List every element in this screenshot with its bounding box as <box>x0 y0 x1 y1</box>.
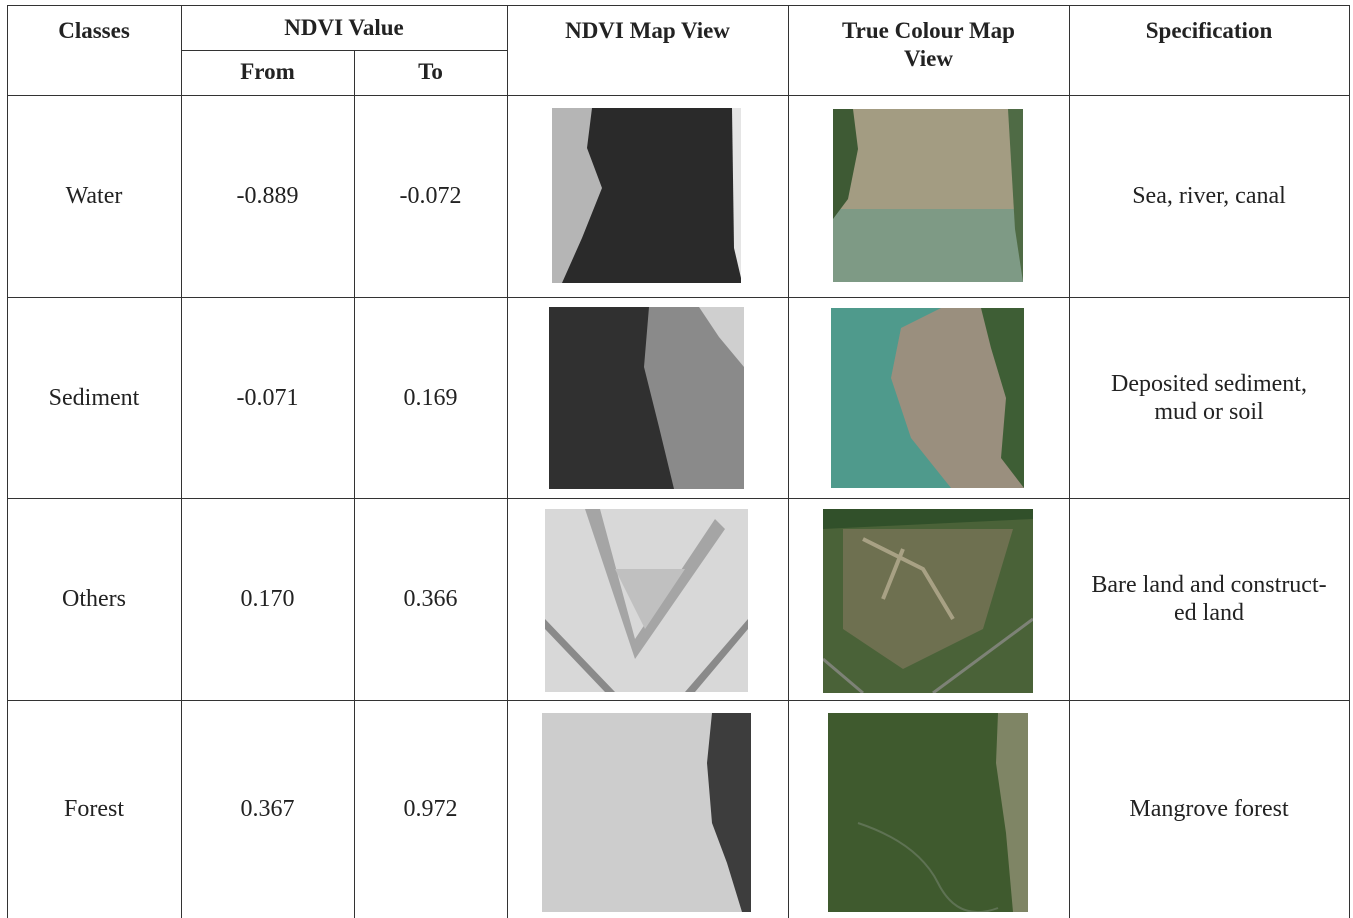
to-cell: 0.366 <box>354 498 507 700</box>
specification-cell: Mangrove forest <box>1069 700 1349 918</box>
ndvi-image <box>549 307 744 489</box>
to-cell: 0.972 <box>354 700 507 918</box>
header-cell: Classes <box>7 5 181 95</box>
from-cell: -0.889 <box>181 95 354 297</box>
specification-line: Bare land and construct- <box>1091 571 1326 599</box>
specification-line: Sea, river, canal <box>1132 182 1286 210</box>
class-cell: Others <box>7 498 181 700</box>
true-colour-image <box>823 509 1033 693</box>
specification-cell: Bare land and construct-ed land <box>1069 498 1349 700</box>
ndvi-image <box>542 713 751 912</box>
from-cell: 0.367 <box>181 700 354 918</box>
table-page: Classes NDVI Value From To NDVI Map View… <box>0 0 1353 918</box>
specification-line: Deposited sediment, <box>1111 370 1307 398</box>
header-cell: NDVI Map View <box>507 5 788 95</box>
true-colour-image <box>833 109 1023 282</box>
class-cell: Forest <box>7 700 181 918</box>
header-cell: To <box>354 50 507 95</box>
rule <box>507 5 508 918</box>
to-cell: 0.169 <box>354 297 507 498</box>
to-cell: -0.072 <box>354 95 507 297</box>
class-cell: Sediment <box>7 297 181 498</box>
header-cell: Specification <box>1069 5 1349 95</box>
true-colour-image <box>828 713 1028 912</box>
from-cell: 0.170 <box>181 498 354 700</box>
specification-line: Mangrove forest <box>1129 795 1288 823</box>
specification-line: ed land <box>1174 599 1244 627</box>
header-cell: NDVI Value <box>181 5 507 50</box>
rule <box>788 5 789 918</box>
class-cell: Water <box>7 95 181 297</box>
from-cell: -0.071 <box>181 297 354 498</box>
specification-cell: Sea, river, canal <box>1069 95 1349 297</box>
specification-cell: Deposited sediment,mud or soil <box>1069 297 1349 498</box>
header-cell: True Colour Map View <box>820 5 1037 95</box>
true-colour-image <box>831 308 1024 488</box>
ndvi-image <box>545 509 748 692</box>
rule <box>1349 5 1350 918</box>
ndvi-image <box>552 108 741 283</box>
header-cell: From <box>181 50 354 95</box>
specification-line: mud or soil <box>1154 398 1263 426</box>
